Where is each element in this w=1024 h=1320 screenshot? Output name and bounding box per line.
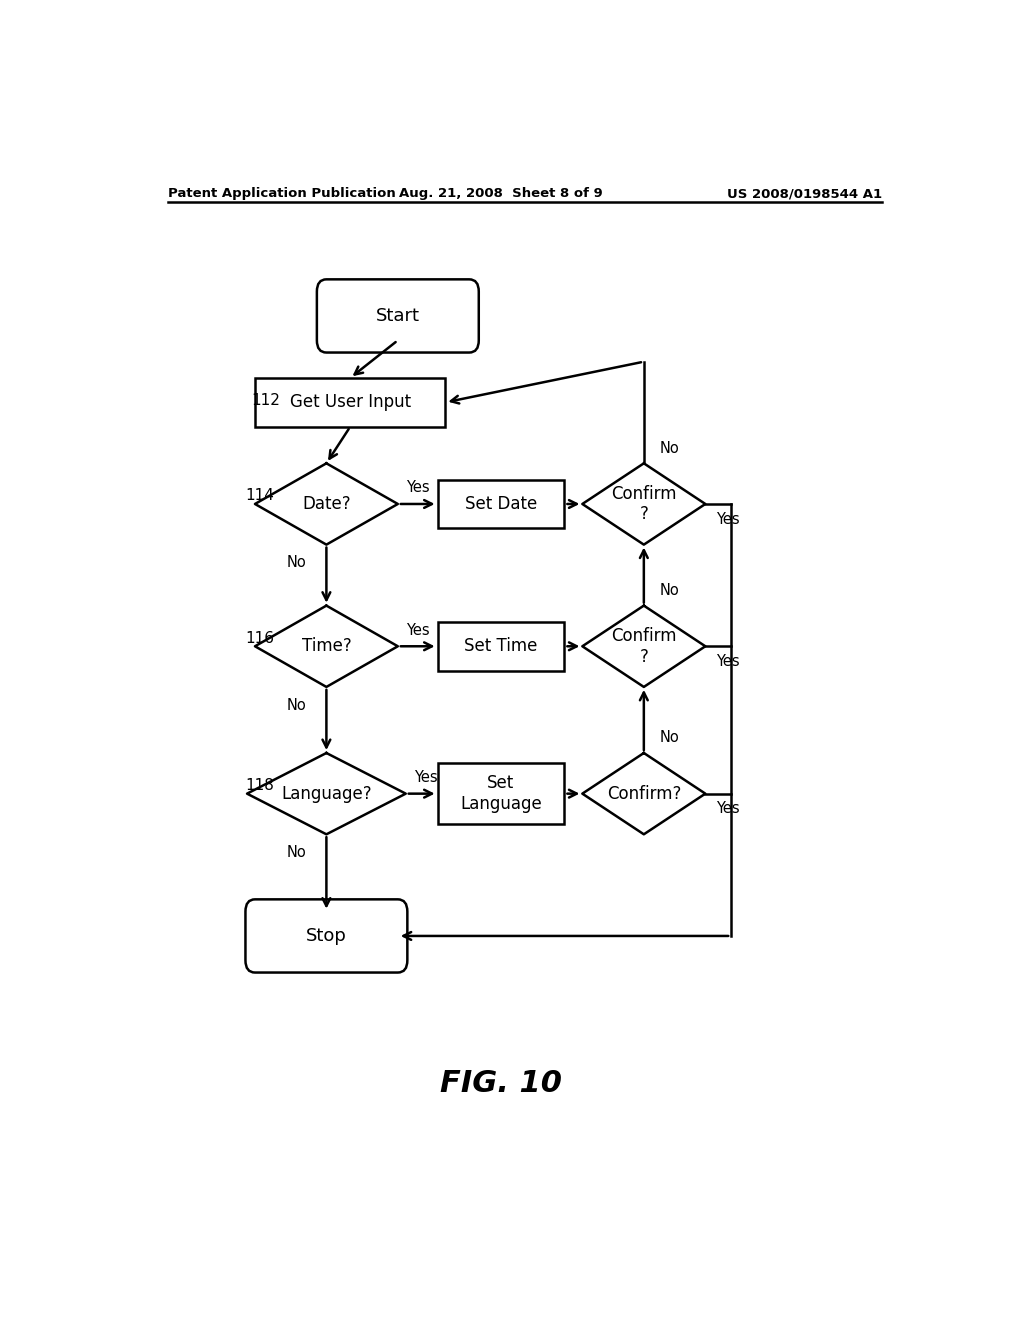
Text: Set Time: Set Time [464, 638, 538, 655]
Text: No: No [287, 698, 306, 713]
FancyBboxPatch shape [246, 899, 408, 973]
Text: Confirm?: Confirm? [606, 784, 681, 803]
Text: 114: 114 [246, 488, 274, 503]
Text: No: No [659, 583, 679, 598]
Text: Aug. 21, 2008  Sheet 8 of 9: Aug. 21, 2008 Sheet 8 of 9 [399, 187, 603, 201]
Bar [437, 479, 564, 528]
Text: US 2008/0198544 A1: US 2008/0198544 A1 [727, 187, 882, 201]
Text: Yes: Yes [414, 770, 437, 785]
Text: Yes: Yes [716, 512, 739, 527]
Text: Patent Application Publication: Patent Application Publication [168, 187, 395, 201]
Polygon shape [255, 606, 397, 686]
Text: Yes: Yes [406, 623, 429, 638]
Text: Yes: Yes [716, 801, 739, 816]
Text: 116: 116 [246, 631, 274, 645]
Polygon shape [583, 752, 706, 834]
Text: No: No [659, 441, 679, 455]
Text: Set
Language: Set Language [460, 775, 542, 813]
Text: Yes: Yes [716, 653, 739, 669]
Polygon shape [255, 463, 397, 545]
Text: Get User Input: Get User Input [290, 393, 411, 412]
Text: Yes: Yes [406, 480, 429, 495]
Polygon shape [583, 463, 706, 545]
Text: No: No [287, 845, 306, 861]
Text: FIG. 10: FIG. 10 [440, 1069, 562, 1098]
Polygon shape [247, 752, 406, 834]
Bar [437, 763, 564, 824]
Polygon shape [583, 606, 706, 686]
Text: Language?: Language? [281, 784, 372, 803]
Text: Start: Start [376, 308, 420, 325]
Text: Set Date: Set Date [465, 495, 538, 513]
Text: No: No [659, 730, 679, 746]
Text: 112: 112 [251, 393, 280, 408]
Text: Stop: Stop [306, 927, 347, 945]
Bar [437, 622, 564, 671]
Text: No: No [287, 556, 306, 570]
Text: Date?: Date? [302, 495, 350, 513]
Text: 118: 118 [246, 777, 274, 793]
Bar [255, 378, 445, 426]
Text: Confirm
?: Confirm ? [611, 484, 677, 523]
Text: Time?: Time? [301, 638, 351, 655]
Text: Confirm
?: Confirm ? [611, 627, 677, 665]
FancyBboxPatch shape [316, 280, 479, 352]
